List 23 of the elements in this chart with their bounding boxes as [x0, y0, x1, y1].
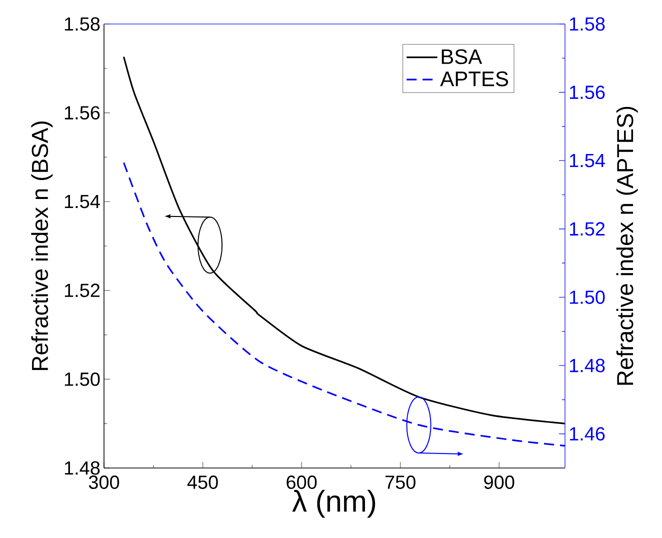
- x-tick-label: 300: [88, 476, 120, 489]
- y-tick-label: 1.50: [64, 372, 100, 386]
- y2-axis-title: Refractive index n (APTES): [616, 106, 638, 385]
- y2-tick-label: 1.50: [570, 290, 605, 304]
- y-axis-title: Refractive index n (BSA): [31, 122, 53, 370]
- x-tick-label: 450: [187, 476, 218, 489]
- legend-label: BSA: [442, 49, 482, 64]
- y2-tick-label: 1.54: [570, 154, 605, 168]
- y2-tick-label: 1.48: [570, 358, 605, 372]
- x-tick-label: 900: [484, 476, 514, 489]
- y-tick-label: 1.58: [64, 17, 100, 31]
- y2-tick-label: 1.58: [570, 17, 605, 31]
- y-tick-label: 1.52: [64, 284, 100, 298]
- y2-tick-label: 1.56: [570, 86, 605, 100]
- y2-tick-label: 1.46: [570, 427, 605, 441]
- x-tick-label: 750: [385, 476, 416, 489]
- legend-label: APTES: [440, 71, 508, 86]
- y2-tick-label: 1.52: [570, 222, 605, 236]
- x-tick-label: 600: [286, 476, 317, 489]
- y-tick-label: 1.56: [64, 106, 100, 120]
- y-tick-label: 1.54: [64, 194, 100, 208]
- x-axis-title: λ (nm): [292, 490, 376, 518]
- y-tick-label: 1.48: [64, 461, 100, 475]
